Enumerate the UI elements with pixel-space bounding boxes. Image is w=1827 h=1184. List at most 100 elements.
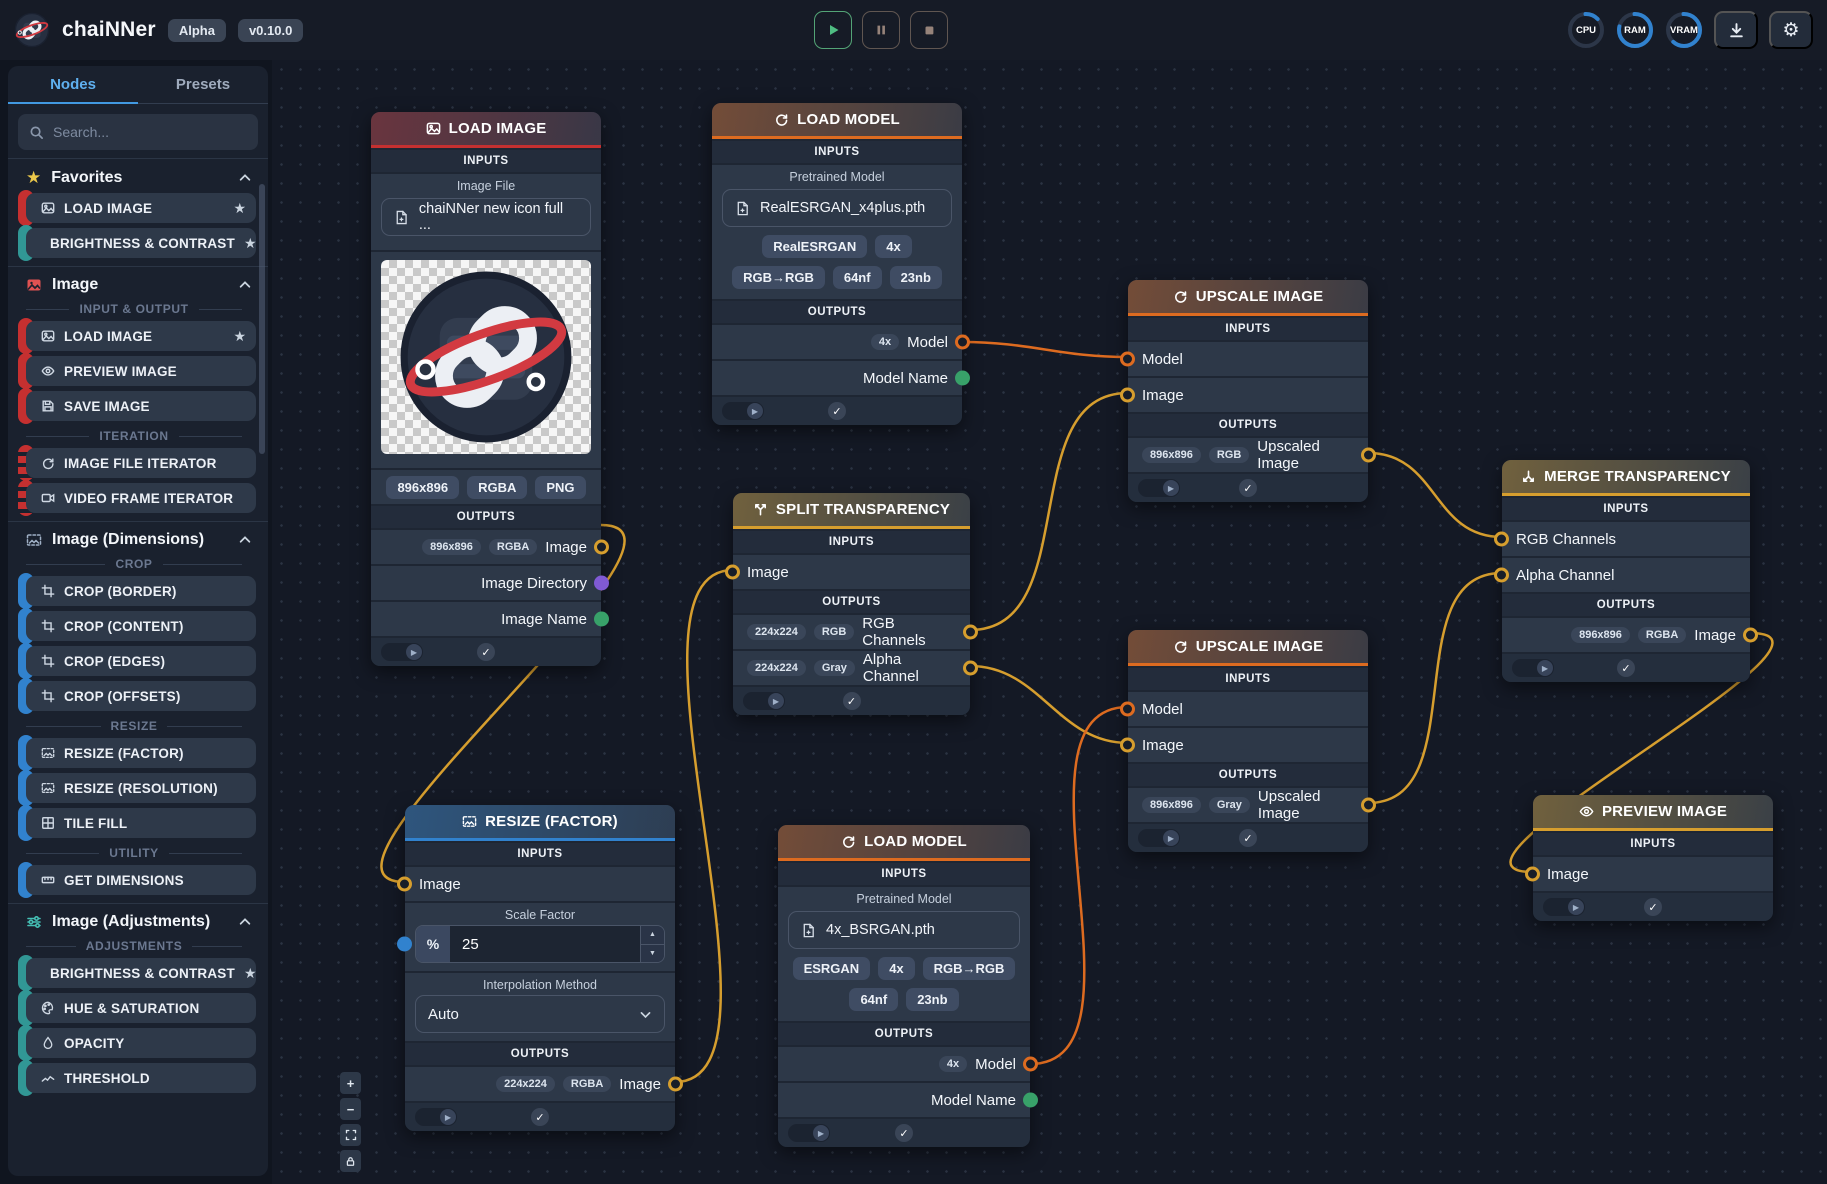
sidebar-section-image-dimensions[interactable]: Image (Dimensions): [26, 531, 252, 549]
scale-value[interactable]: 25: [450, 926, 640, 962]
sidebar-section-image[interactable]: Image: [26, 276, 252, 294]
sidebar-item-crop-content[interactable]: CROP (CONTENT): [18, 608, 256, 644]
image-output-handle[interactable]: [1361, 447, 1376, 463]
search-input[interactable]: [53, 124, 247, 140]
model-input-handle[interactable]: [1120, 701, 1135, 717]
node-disable-toggle[interactable]: ▶: [415, 1108, 457, 1126]
favorite-star-icon[interactable]: ★: [243, 964, 257, 981]
node-load-image[interactable]: LOAD IMAGE INPUTS Image File chaiNNer ne…: [371, 112, 609, 666]
node-header[interactable]: RESIZE (FACTOR): [405, 805, 675, 841]
sidebar-item-load-image[interactable]: LOAD IMAGE ★: [18, 190, 256, 226]
node-upscale-image-2[interactable]: UPSCALE IMAGE INPUTS Model Image OUTPUTS…: [1120, 630, 1376, 852]
name-output-handle[interactable]: [594, 611, 609, 627]
sidebar-item-load-image[interactable]: LOAD IMAGE ★: [18, 318, 256, 354]
node-upscale-image-1[interactable]: UPSCALE IMAGE INPUTS Model Image OUTPUTS…: [1120, 280, 1376, 502]
favorite-star-icon[interactable]: ★: [233, 327, 246, 344]
rgb-input-handle[interactable]: [1494, 531, 1509, 547]
node-disable-toggle[interactable]: ▶: [722, 402, 764, 420]
sidebar-item-preview-image[interactable]: PREVIEW IMAGE: [18, 353, 256, 389]
image-input-handle[interactable]: [1120, 387, 1135, 403]
image-output-handle[interactable]: [1361, 797, 1376, 813]
node-disable-toggle[interactable]: ▶: [788, 1124, 830, 1142]
model-input-handle[interactable]: [1120, 351, 1135, 367]
node-footer: ▶ ✓: [371, 638, 601, 666]
image-output-handle[interactable]: [668, 1076, 683, 1092]
sidebar-item-video-frame-iterator[interactable]: VIDEO FRAME ITERATOR: [18, 480, 256, 516]
image-input-handle[interactable]: [1525, 866, 1540, 882]
sidebar-item-hue-saturation[interactable]: HUE & SATURATION: [18, 990, 256, 1026]
alpha-output-handle[interactable]: [963, 660, 978, 676]
node-disable-toggle[interactable]: ▶: [1512, 659, 1554, 677]
name-output-handle[interactable]: [1023, 1092, 1038, 1108]
directory-output-handle[interactable]: [594, 575, 609, 591]
file-picker[interactable]: 4x_BSRGAN.pth: [788, 911, 1020, 949]
zoom-in-button[interactable]: +: [340, 1072, 361, 1094]
alpha-input-handle[interactable]: [1494, 567, 1509, 583]
image-input-handle[interactable]: [725, 564, 740, 580]
download-button[interactable]: [1714, 11, 1758, 49]
node-disable-toggle[interactable]: ▶: [1138, 479, 1180, 497]
node-preview-image[interactable]: PREVIEW IMAGE INPUTS Image ▶ ✓: [1525, 795, 1773, 921]
node-header[interactable]: LOAD MODEL: [712, 103, 962, 139]
node-split-transparency[interactable]: SPLIT TRANSPARENCY INPUTS Image OUTPUTS …: [725, 493, 978, 715]
sidebar-item-image-file-iterator[interactable]: IMAGE FILE ITERATOR: [18, 445, 256, 481]
sidebar-item-crop-edges[interactable]: CROP (EDGES): [18, 643, 256, 679]
sidebar-item-resize-factor[interactable]: RESIZE (FACTOR): [18, 735, 256, 771]
inputs-label: INPUTS: [733, 531, 970, 553]
file-picker[interactable]: chaiNNer new icon full ...: [381, 198, 591, 236]
name-output-handle[interactable]: [955, 370, 970, 386]
sidebar-item-brightness-contrast[interactable]: BRIGHTNESS & CONTRAST ★: [18, 955, 257, 991]
stop-button[interactable]: [909, 11, 948, 49]
node-resize-factor[interactable]: RESIZE (FACTOR) INPUTS Image Scale Facto…: [397, 805, 683, 1131]
image-input-handle[interactable]: [1120, 737, 1135, 753]
node-header[interactable]: SPLIT TRANSPARENCY: [733, 493, 970, 529]
rgb-output-handle[interactable]: [963, 624, 978, 640]
node-disable-toggle[interactable]: ▶: [381, 643, 423, 661]
tab-nodes[interactable]: Nodes: [8, 66, 138, 104]
step-down-icon[interactable]: ▼: [641, 944, 664, 962]
sidebar-item-opacity[interactable]: OPACITY: [18, 1025, 256, 1061]
sidebar-item-get-dimensions[interactable]: GET DIMENSIONS: [18, 862, 256, 898]
pause-button[interactable]: [861, 11, 900, 49]
sidebar-item-save-image[interactable]: SAVE IMAGE: [18, 388, 256, 424]
fit-view-button[interactable]: [340, 1124, 361, 1146]
model-output-handle[interactable]: [1023, 1056, 1038, 1072]
node-merge-transparency[interactable]: MERGE TRANSPARENCY INPUTS RGB Channels A…: [1494, 460, 1758, 682]
outputs-label: OUTPUTS: [1128, 414, 1368, 436]
sidebar-scrollbar[interactable]: [259, 184, 265, 454]
node-header[interactable]: LOAD MODEL: [778, 825, 1030, 861]
settings-button[interactable]: ⚙: [1769, 11, 1813, 49]
image-output-handle[interactable]: [594, 539, 609, 555]
zoom-out-button[interactable]: −: [340, 1098, 361, 1120]
sidebar-item-crop-offsets[interactable]: CROP (OFFSETS): [18, 678, 256, 714]
image-input-handle[interactable]: [397, 876, 412, 892]
favorite-star-icon[interactable]: ★: [243, 234, 257, 251]
sidebar-item-brightness-contrast[interactable]: BRIGHTNESS & CONTRAST ★: [18, 225, 257, 261]
scale-input-handle[interactable]: [397, 936, 412, 952]
model-output-handle[interactable]: [955, 334, 970, 350]
node-header[interactable]: PREVIEW IMAGE: [1533, 795, 1773, 831]
sidebar-section-image-adjustments[interactable]: Image (Adjustments): [26, 913, 252, 931]
interpolation-select[interactable]: Auto: [415, 995, 665, 1033]
node-disable-toggle[interactable]: ▶: [1138, 829, 1180, 847]
image-output-handle[interactable]: [1743, 627, 1758, 643]
node-header[interactable]: UPSCALE IMAGE: [1128, 280, 1368, 316]
node-header[interactable]: LOAD IMAGE: [371, 112, 601, 148]
node-disable-toggle[interactable]: ▶: [743, 692, 785, 710]
node-load-model-2[interactable]: LOAD MODEL INPUTS Pretrained Model 4x_BS…: [778, 825, 1038, 1147]
file-picker[interactable]: RealESRGAN_x4plus.pth: [722, 189, 952, 227]
favorite-star-icon[interactable]: ★: [233, 199, 246, 216]
sidebar-section-favorites[interactable]: ★ Favorites: [26, 168, 252, 188]
node-header[interactable]: UPSCALE IMAGE: [1128, 630, 1368, 666]
sidebar-item-resize-resolution[interactable]: RESIZE (RESOLUTION): [18, 770, 256, 806]
tab-presets[interactable]: Presets: [175, 76, 231, 93]
node-load-model-1[interactable]: LOAD MODEL INPUTS Pretrained Model RealE…: [712, 103, 970, 425]
node-disable-toggle[interactable]: ▶: [1543, 898, 1585, 916]
step-up-icon[interactable]: ▲: [641, 926, 664, 945]
sidebar-item-tile-fill[interactable]: TILE FILL: [18, 805, 256, 841]
run-button[interactable]: [813, 11, 852, 49]
sidebar-item-threshold[interactable]: THRESHOLD: [18, 1060, 256, 1096]
lock-button[interactable]: [340, 1150, 361, 1172]
node-header[interactable]: MERGE TRANSPARENCY: [1502, 460, 1750, 496]
sidebar-item-crop-border[interactable]: CROP (BORDER): [18, 573, 256, 609]
